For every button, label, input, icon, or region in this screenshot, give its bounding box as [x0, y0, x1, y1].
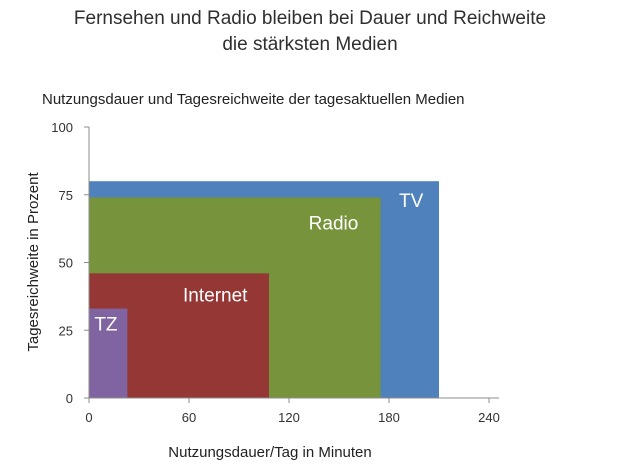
- page-title-line-2: die stärksten Medien: [222, 34, 398, 55]
- bars-layer: [89, 181, 439, 398]
- y-tick-label: 75: [59, 188, 73, 203]
- bar-label-internet: Internet: [183, 285, 248, 306]
- page-title-line-1: Fernsehen und Radio bleiben bei Dauer un…: [73, 8, 547, 29]
- bar-label-tv: TV: [399, 191, 424, 212]
- labels-layer: TV Radio Internet TZ: [94, 191, 423, 335]
- x-tick-label: 60: [182, 410, 196, 425]
- bar-label-radio: Radio: [309, 213, 359, 234]
- x-tick-label: 180: [378, 410, 400, 425]
- y-tick-label: 0: [66, 391, 73, 406]
- bar-label-tz: TZ: [94, 315, 118, 336]
- x-axis-title: Nutzungsdauer/Tag in Minuten: [168, 444, 371, 461]
- ticks-layer: 0 60 120 180 240 0 25 50 75 100: [51, 120, 500, 425]
- y-tick-label: 50: [59, 256, 73, 271]
- y-tick-label: 25: [59, 323, 73, 338]
- y-axis-title: Tagesreichweite in Prozent: [25, 172, 42, 352]
- bar-tz: [89, 308, 128, 398]
- x-tick-label: 0: [85, 410, 92, 425]
- x-tick-label: 240: [478, 410, 500, 425]
- chart-title: Nutzungsdauer und Tagesreichweite der ta…: [42, 91, 465, 108]
- x-tick-label: 120: [278, 410, 300, 425]
- y-tick-label: 100: [51, 120, 73, 135]
- page-title: Fernsehen und Radio bleiben bei Dauer un…: [0, 6, 620, 58]
